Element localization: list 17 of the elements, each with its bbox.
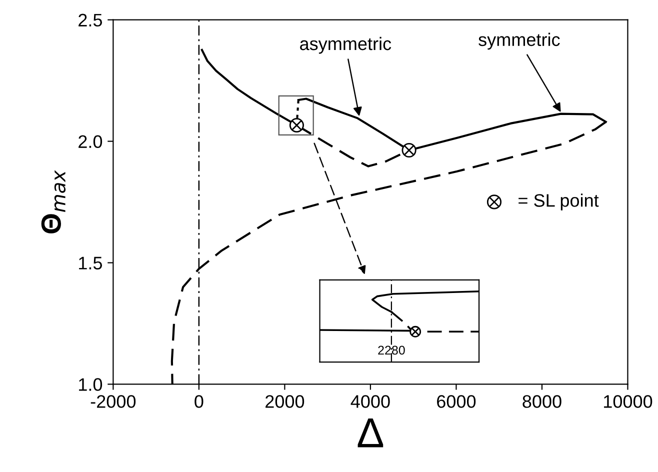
- annotation: 2280: [378, 346, 405, 355]
- y-tick-label: 1.5: [79, 256, 102, 270]
- y-tick-label: 1.0: [79, 378, 102, 391]
- legend-label: = SL point: [518, 194, 599, 210]
- x-tick-label: -2000: [90, 395, 136, 408]
- x-tick-label: 8000: [522, 395, 562, 408]
- x-tick-label: 10000: [604, 395, 652, 408]
- annotation: symmetric: [478, 32, 560, 50]
- x-tick-label: 6000: [437, 395, 476, 408]
- x-tick-label: 2000: [266, 395, 304, 408]
- annotation: asymmetric: [300, 36, 392, 54]
- x-axis-title: Δ: [358, 418, 384, 448]
- y-tick-label: 2.0: [78, 135, 102, 148]
- y-tick-label: 2.5: [78, 14, 102, 27]
- x-tick-label: 4000: [350, 395, 390, 408]
- y-axis-title: Θ$_{max}$: [41, 170, 66, 234]
- x-tick-label: 0: [194, 395, 204, 408]
